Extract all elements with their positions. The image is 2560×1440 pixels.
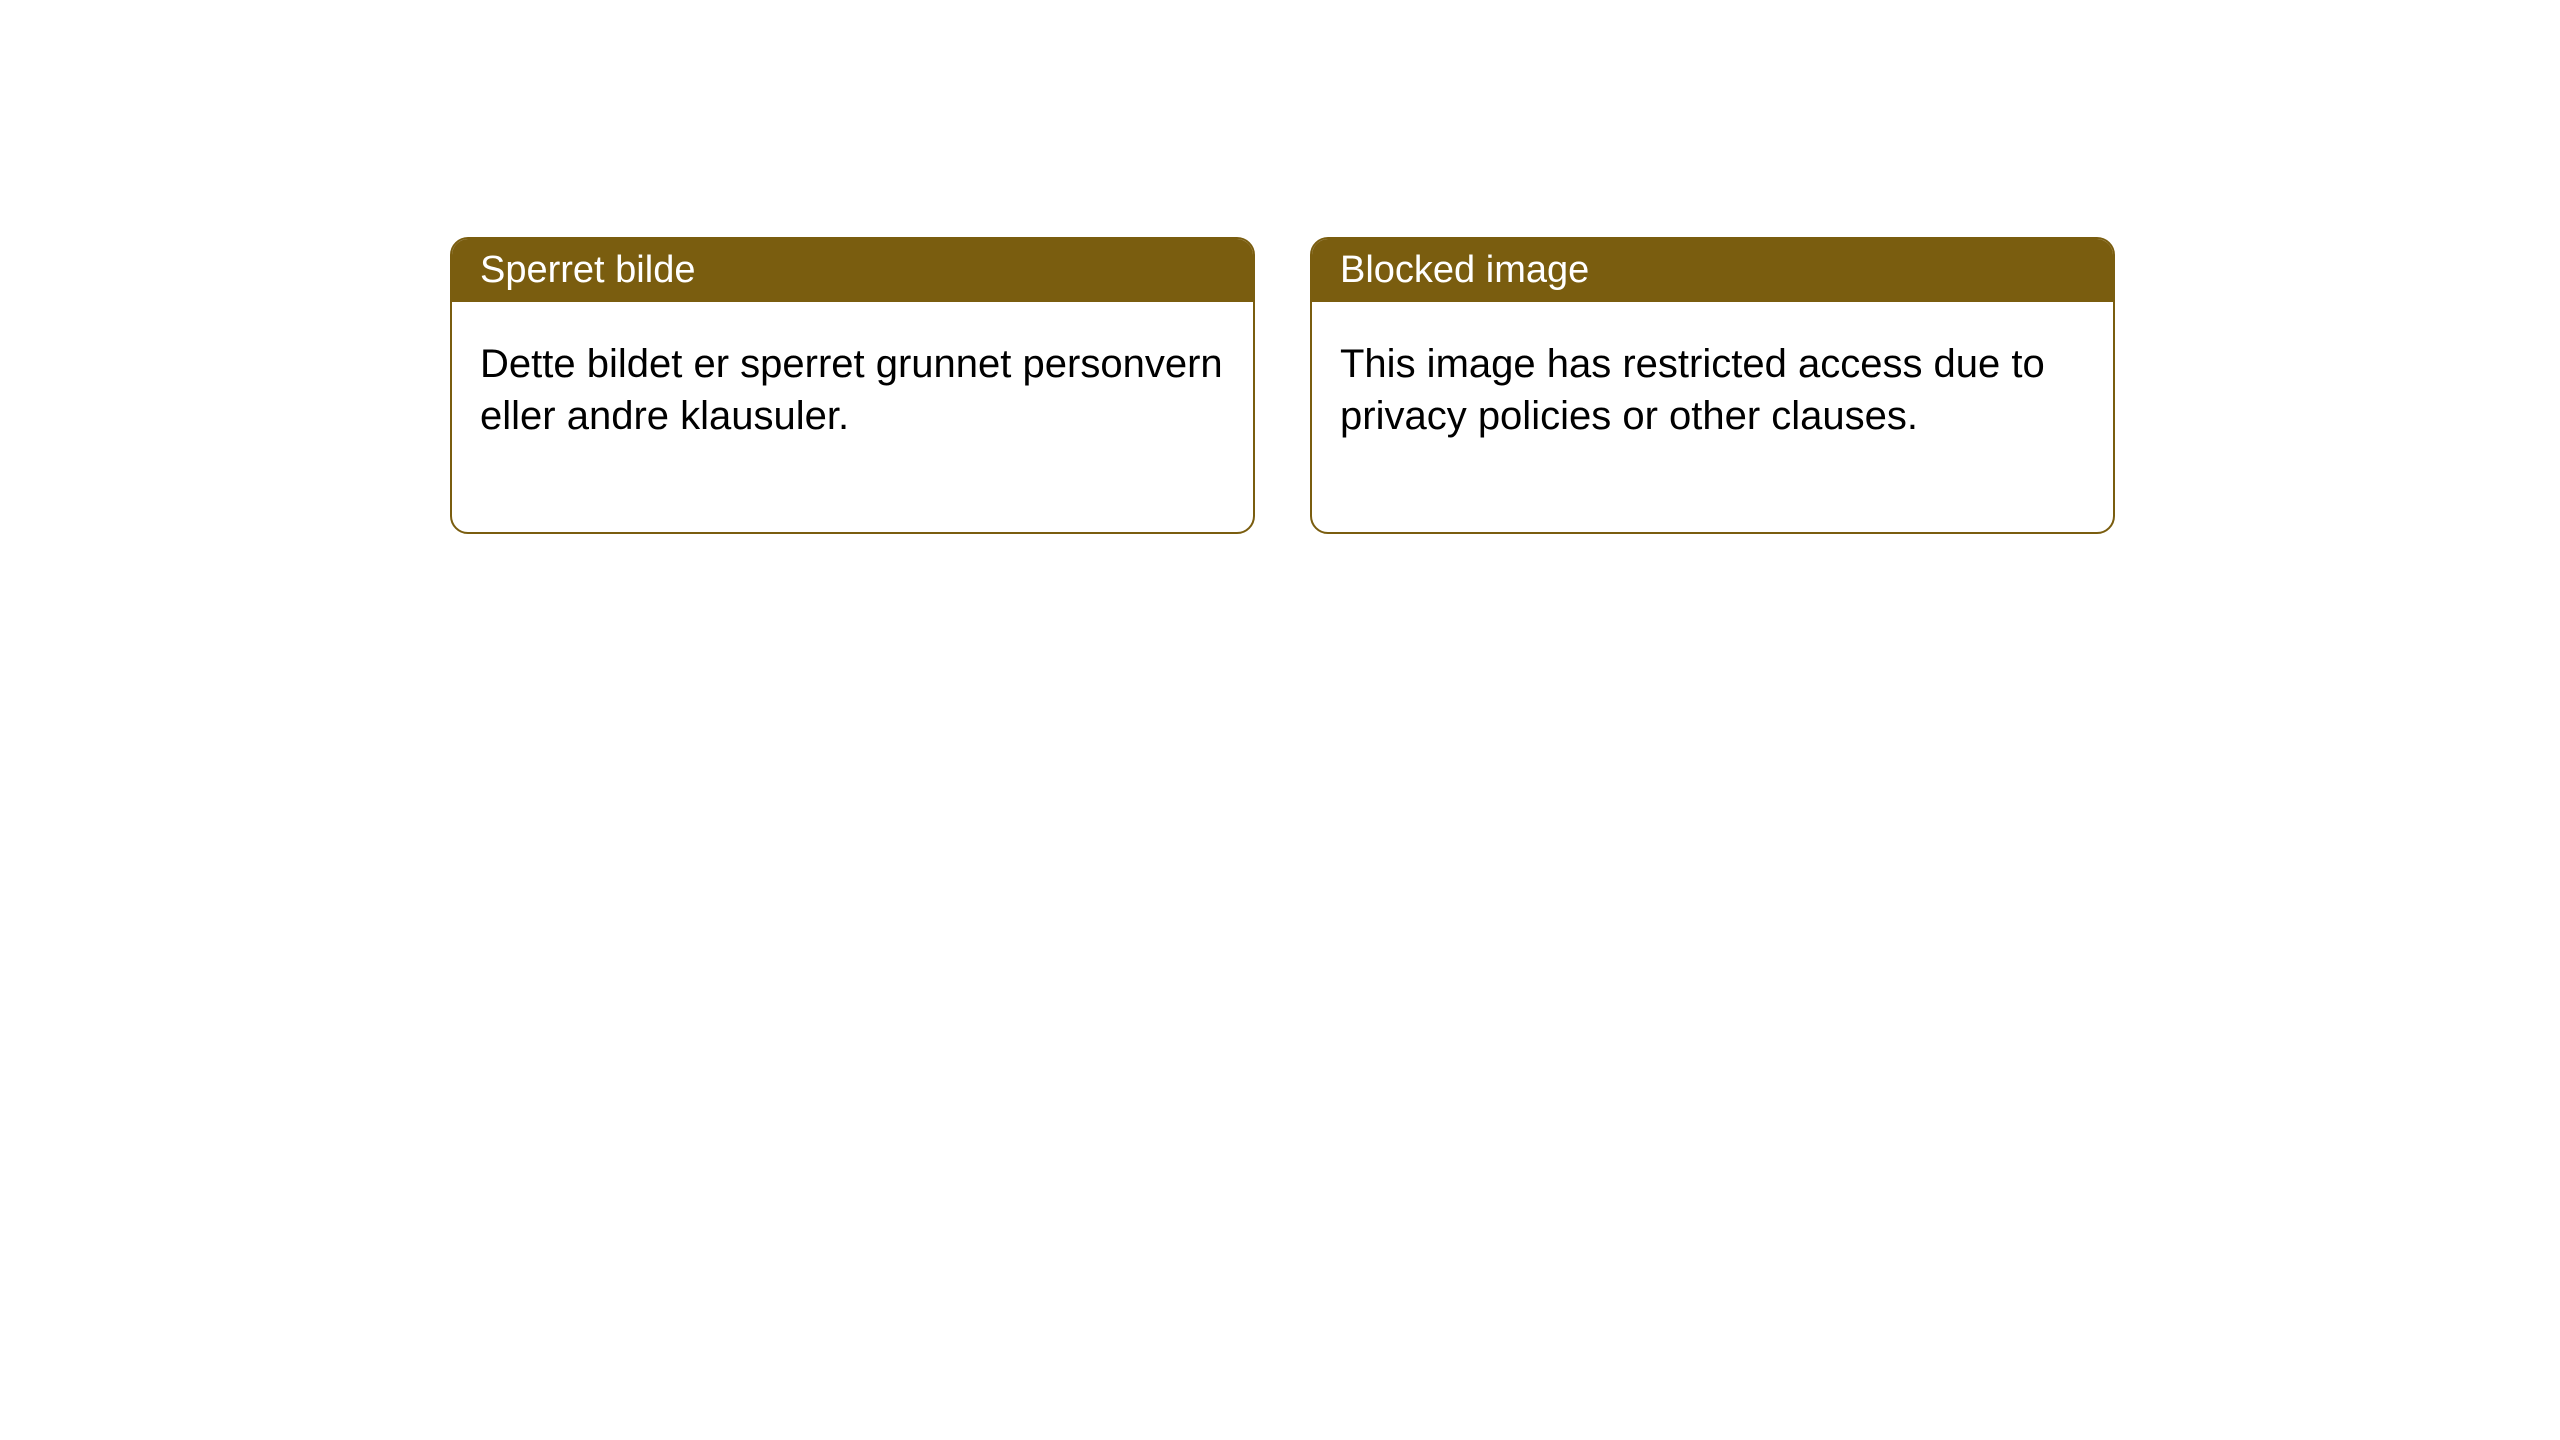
- card-body-text: This image has restricted access due to …: [1340, 342, 2045, 438]
- card-title: Sperret bilde: [480, 249, 695, 291]
- card-header: Sperret bilde: [452, 239, 1253, 302]
- notice-card-norwegian: Sperret bilde Dette bildet er sperret gr…: [450, 237, 1255, 534]
- card-header: Blocked image: [1312, 239, 2113, 302]
- card-body: Dette bildet er sperret grunnet personve…: [452, 302, 1253, 532]
- notice-container: Sperret bilde Dette bildet er sperret gr…: [450, 237, 2115, 534]
- card-title: Blocked image: [1340, 249, 1589, 291]
- card-body: This image has restricted access due to …: [1312, 302, 2113, 532]
- notice-card-english: Blocked image This image has restricted …: [1310, 237, 2115, 534]
- card-body-text: Dette bildet er sperret grunnet personve…: [480, 342, 1223, 438]
